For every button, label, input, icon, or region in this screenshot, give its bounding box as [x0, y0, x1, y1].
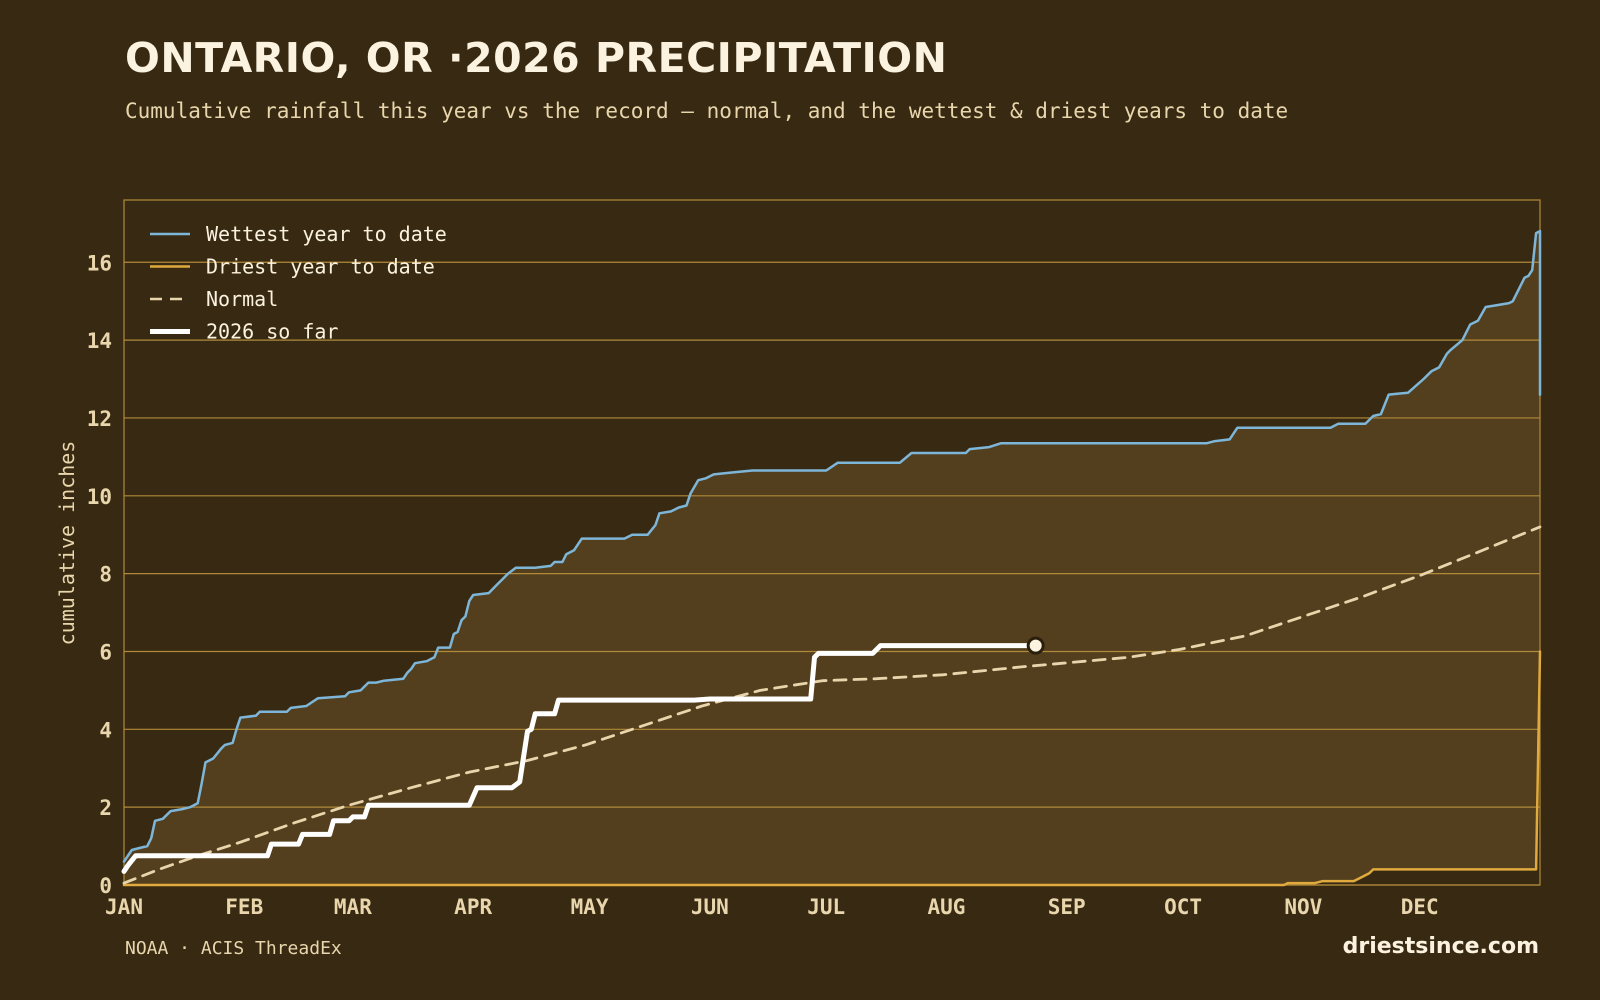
- wettest-driest-band: [124, 231, 1540, 886]
- x-tick-label: NOV: [1284, 895, 1322, 919]
- y-tick-label: 8: [99, 563, 112, 587]
- site-brand[interactable]: driestsince.com: [1342, 934, 1539, 959]
- y-axis-label: cumulative inches: [55, 441, 79, 646]
- chart-subtitle: Cumulative rainfall this year vs the rec…: [125, 99, 1289, 123]
- x-tick-label: FEB: [225, 895, 263, 919]
- legend-label: 2026 so far: [206, 320, 338, 344]
- grid-lines: [124, 261, 1540, 886]
- x-tick-label: JUL: [807, 895, 845, 919]
- y-tick-label: 6: [99, 640, 112, 664]
- x-tick-label: MAR: [334, 895, 372, 919]
- x-tick-labels: JAN FEB MAR APR MAY JUN JUL AUG SEP OCT NOV DEC: [105, 895, 1439, 919]
- y-tick-label: 14: [87, 329, 112, 353]
- x-tick-label: APR: [454, 895, 492, 919]
- current-year-line: [121, 643, 1039, 874]
- current-year-end-marker: [1026, 636, 1045, 655]
- wettest-line: [122, 229, 1542, 863]
- y-tick-label: 10: [87, 485, 112, 509]
- x-tick-label: MAY: [571, 895, 609, 919]
- chart-title: ONTARIO, OR ·2026 PRECIPITATION: [125, 34, 948, 82]
- series-lines: [121, 229, 1542, 887]
- legend-label: Wettest year to date: [206, 222, 447, 246]
- y-tick-label: 2: [99, 796, 112, 820]
- x-tick-label: DEC: [1401, 895, 1439, 919]
- normal-line: [122, 525, 1542, 885]
- driest-line: [122, 650, 1542, 887]
- x-tick-label: AUG: [927, 895, 965, 919]
- x-tick-label: JUN: [691, 895, 729, 919]
- y-tick-labels: 0 2 4 6 8 10 12 14 16: [87, 251, 112, 898]
- y-tick-label: 0: [99, 874, 112, 898]
- x-tick-label: OCT: [1164, 895, 1202, 919]
- y-tick-label: 12: [87, 407, 112, 431]
- legend: Wettest year to date Driest year to date N…: [150, 222, 447, 344]
- x-tick-label: JAN: [105, 895, 143, 919]
- x-tick-label: SEP: [1048, 895, 1086, 919]
- y-tick-label: 4: [99, 718, 112, 742]
- legend-label: Driest year to date: [206, 255, 435, 279]
- legend-label: Normal: [206, 287, 278, 311]
- y-tick-label: 16: [87, 251, 112, 275]
- data-source: NOAA · ACIS ThreadEx: [125, 938, 342, 959]
